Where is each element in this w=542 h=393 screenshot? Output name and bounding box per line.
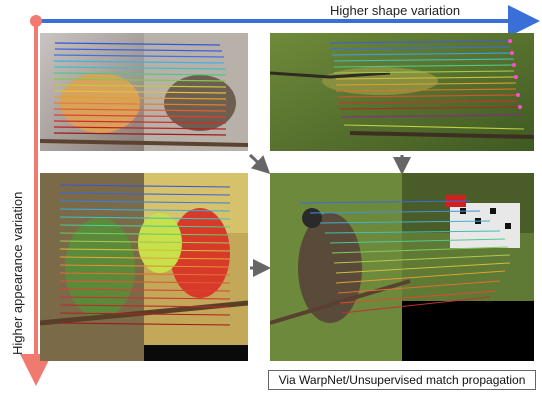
- panel-bottom-right-image: [270, 173, 534, 361]
- panel-bottom-right: [270, 173, 534, 361]
- panel-top-left: [40, 33, 248, 151]
- panel-top-left-image: [40, 33, 248, 151]
- x-axis-label: Higher shape variation: [330, 3, 461, 18]
- flow-arrow-diagonal: [248, 153, 271, 175]
- panel-bottom-left-image: [40, 173, 248, 361]
- origin-dot: [30, 15, 42, 27]
- y-axis-label: Higher appearance variation: [10, 191, 25, 355]
- panel-top-right: [270, 33, 534, 151]
- caption-box: Via WarpNet/Unsupervised match propagati…: [268, 370, 536, 390]
- panel-top-right-image: [270, 33, 534, 151]
- panel-bottom-left: [40, 173, 248, 361]
